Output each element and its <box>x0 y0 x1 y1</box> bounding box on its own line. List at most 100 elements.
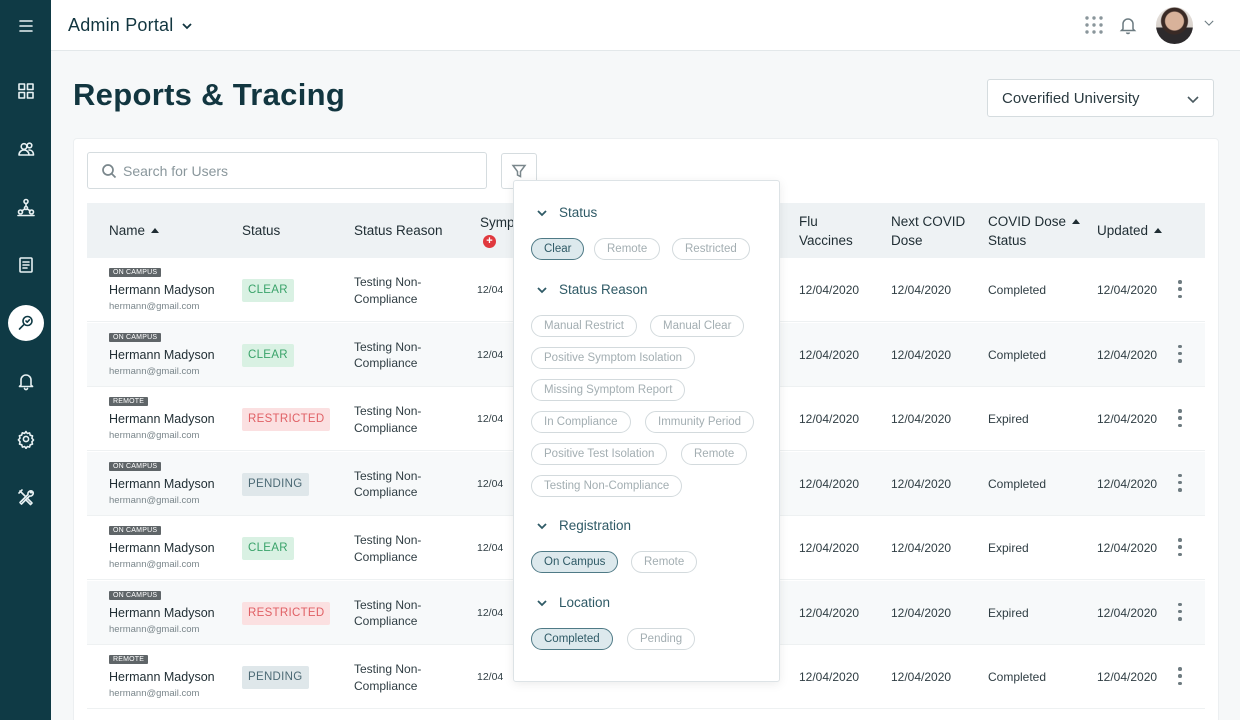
sidebar-item-reports[interactable] <box>0 243 51 287</box>
row-actions-button[interactable] <box>1178 280 1182 298</box>
filter-chip-location-completed[interactable]: Completed <box>531 628 613 650</box>
filter-chip-status-clear[interactable]: Clear <box>531 238 585 260</box>
sidebar-item-settings[interactable] <box>0 417 51 461</box>
sidebar-item-notifications[interactable] <box>0 359 51 403</box>
sidebar-item-tools[interactable] <box>0 475 51 519</box>
filter-chip-reason-positive-test-isolation[interactable]: Positive Test Isolation <box>531 443 668 465</box>
row-actions-button[interactable] <box>1178 344 1182 363</box>
covid-dose-status: Expired <box>988 412 1029 426</box>
kebab-dot-icon <box>1178 473 1182 477</box>
menu-button[interactable] <box>0 4 51 48</box>
filter-chip-reason-positive-symptom-isolation[interactable]: Positive Symptom Isolation <box>531 347 696 369</box>
symptoms-date: 12/04 <box>477 606 504 619</box>
user-name[interactable]: Hermann Madyson <box>109 412 215 426</box>
row-actions-button[interactable] <box>1178 667 1182 685</box>
sidebar-item-dashboard[interactable] <box>0 69 51 113</box>
filter-section-location-title: Location <box>559 595 611 610</box>
search-input[interactable]: Search for Users <box>87 152 487 189</box>
covid-dose-status: Expired <box>988 605 1029 620</box>
filter-section-status-title: Status <box>559 205 598 220</box>
filter-chip-reason-manual-clear[interactable]: Manual Clear <box>650 315 745 337</box>
kebab-dot-icon <box>1178 294 1182 298</box>
kebab-dot-icon <box>1178 609 1182 614</box>
user-email: hermann@gmail.com <box>109 301 200 312</box>
row-actions-button[interactable] <box>1178 473 1182 492</box>
kebab-dot-icon <box>1178 409 1182 413</box>
filter-section-registration[interactable]: Registration <box>536 518 631 533</box>
user-name[interactable]: Hermann Madyson <box>109 476 215 491</box>
filter-chip-reason-testing-non-compliance[interactable]: Testing Non-Compliance <box>531 475 683 497</box>
filter-chip-location-pending[interactable]: Pending <box>627 628 696 650</box>
kebab-dot-icon <box>1178 545 1182 549</box>
user-email: hermann@gmail.com <box>109 494 200 506</box>
column-header-status-reason[interactable]: Status Reason <box>354 223 443 238</box>
filter-chip-registration-on-campus[interactable]: On Campus <box>531 551 619 573</box>
filter-chip-reason-in-compliance[interactable]: In Compliance <box>531 411 631 433</box>
filter-chip-reason-immunity-period[interactable]: Immunity Period <box>645 411 755 433</box>
row-actions-button[interactable] <box>1178 538 1182 556</box>
filter-section-status[interactable]: Status <box>536 205 597 220</box>
flu-vaccine-date: 12/04/2020 <box>799 670 860 684</box>
filter-section-location[interactable]: Location <box>536 595 610 610</box>
column-header-name[interactable]: Name <box>109 221 160 240</box>
column-header-flu-vaccines[interactable]: Flu Vaccines <box>799 212 853 250</box>
user-name[interactable]: Hermann Madyson <box>109 347 215 362</box>
filter-chip-status-restricted[interactable]: Restricted <box>672 238 750 260</box>
symptoms-date: 12/04 <box>477 348 504 361</box>
search-icon <box>102 164 117 179</box>
updated-date: 12/04/2020 <box>1097 412 1158 426</box>
table-row[interactable]: ON CAMPUS Hermann Madyson hermann@gmail.… <box>87 516 1205 580</box>
sidebar-item-network[interactable] <box>0 185 51 229</box>
tools-icon <box>17 489 34 506</box>
column-header-next-covid-dose[interactable]: Next COVID Dose <box>891 212 965 250</box>
status-reason: Testing Non-Compliance <box>354 404 422 435</box>
status-badge: PENDING <box>242 666 309 689</box>
status-reason: Testing Non-Compliance <box>354 339 422 371</box>
filter-chip-reason-remote[interactable]: Remote <box>681 443 748 465</box>
filter-chip-reason-manual-restrict[interactable]: Manual Restrict <box>531 315 637 337</box>
row-actions-button[interactable] <box>1178 409 1182 427</box>
flu-vaccine-date: 12/04/2020 <box>799 347 860 362</box>
sort-ascending-icon <box>1072 219 1081 224</box>
filter-section-status-reason[interactable]: Status Reason <box>536 282 648 297</box>
filter-chip-status-remote[interactable]: Remote <box>594 238 661 260</box>
chevron-down-icon <box>537 209 547 216</box>
row-actions-button[interactable] <box>1178 602 1182 621</box>
updated-date: 12/04/2020 <box>1097 347 1158 362</box>
filter-chip-reason-missing-symptom-report[interactable]: Missing Symptom Report <box>531 379 686 401</box>
kebab-dot-icon <box>1178 359 1182 363</box>
organization-select[interactable]: Coverified University <box>987 79 1214 117</box>
chevron-down-icon <box>1187 96 1199 104</box>
apps-button[interactable] <box>1084 15 1104 35</box>
user-name[interactable]: Hermann Madyson <box>109 283 215 297</box>
status-badge: PENDING <box>242 472 309 496</box>
status-reason: Testing Non-Compliance <box>354 597 422 629</box>
column-header-flu-line2: Vaccines <box>799 233 853 248</box>
column-header-updated[interactable]: Updated <box>1097 221 1163 240</box>
chevron-down-icon <box>537 599 547 606</box>
kebab-dot-icon <box>1178 674 1182 678</box>
updated-date: 12/04/2020 <box>1097 541 1158 555</box>
kebab-dot-icon <box>1178 538 1182 542</box>
filter-chip-registration-remote[interactable]: Remote <box>631 551 698 573</box>
table-row[interactable]: REMOTE Hermann Madyson hermann@gmail.com… <box>87 645 1205 709</box>
user-name[interactable]: Hermann Madyson <box>109 605 215 620</box>
kebab-dot-icon <box>1178 488 1182 492</box>
app-switcher[interactable]: Admin Portal <box>68 15 193 36</box>
add-symptom-icon[interactable]: + <box>483 235 496 248</box>
sidebar-item-users[interactable] <box>0 127 51 171</box>
user-name[interactable]: Hermann Madyson <box>109 541 215 555</box>
notifications-button[interactable] <box>1118 15 1138 35</box>
chevron-down-icon <box>182 22 193 29</box>
column-header-symptoms[interactable]: Symp <box>480 215 515 230</box>
kebab-dot-icon <box>1178 280 1182 284</box>
column-header-covid-dose-status[interactable]: COVID Dose Status <box>988 212 1081 250</box>
next-covid-dose-date: 12/04/2020 <box>891 347 952 362</box>
flu-vaccine-date: 12/04/2020 <box>799 412 860 426</box>
avatar[interactable] <box>1156 7 1193 44</box>
user-email: hermann@gmail.com <box>109 365 200 377</box>
account-menu-button[interactable] <box>1202 16 1222 36</box>
user-name[interactable]: Hermann Madyson <box>109 670 215 684</box>
column-header-status[interactable]: Status <box>242 223 281 238</box>
sidebar-item-tracing[interactable] <box>0 301 51 345</box>
